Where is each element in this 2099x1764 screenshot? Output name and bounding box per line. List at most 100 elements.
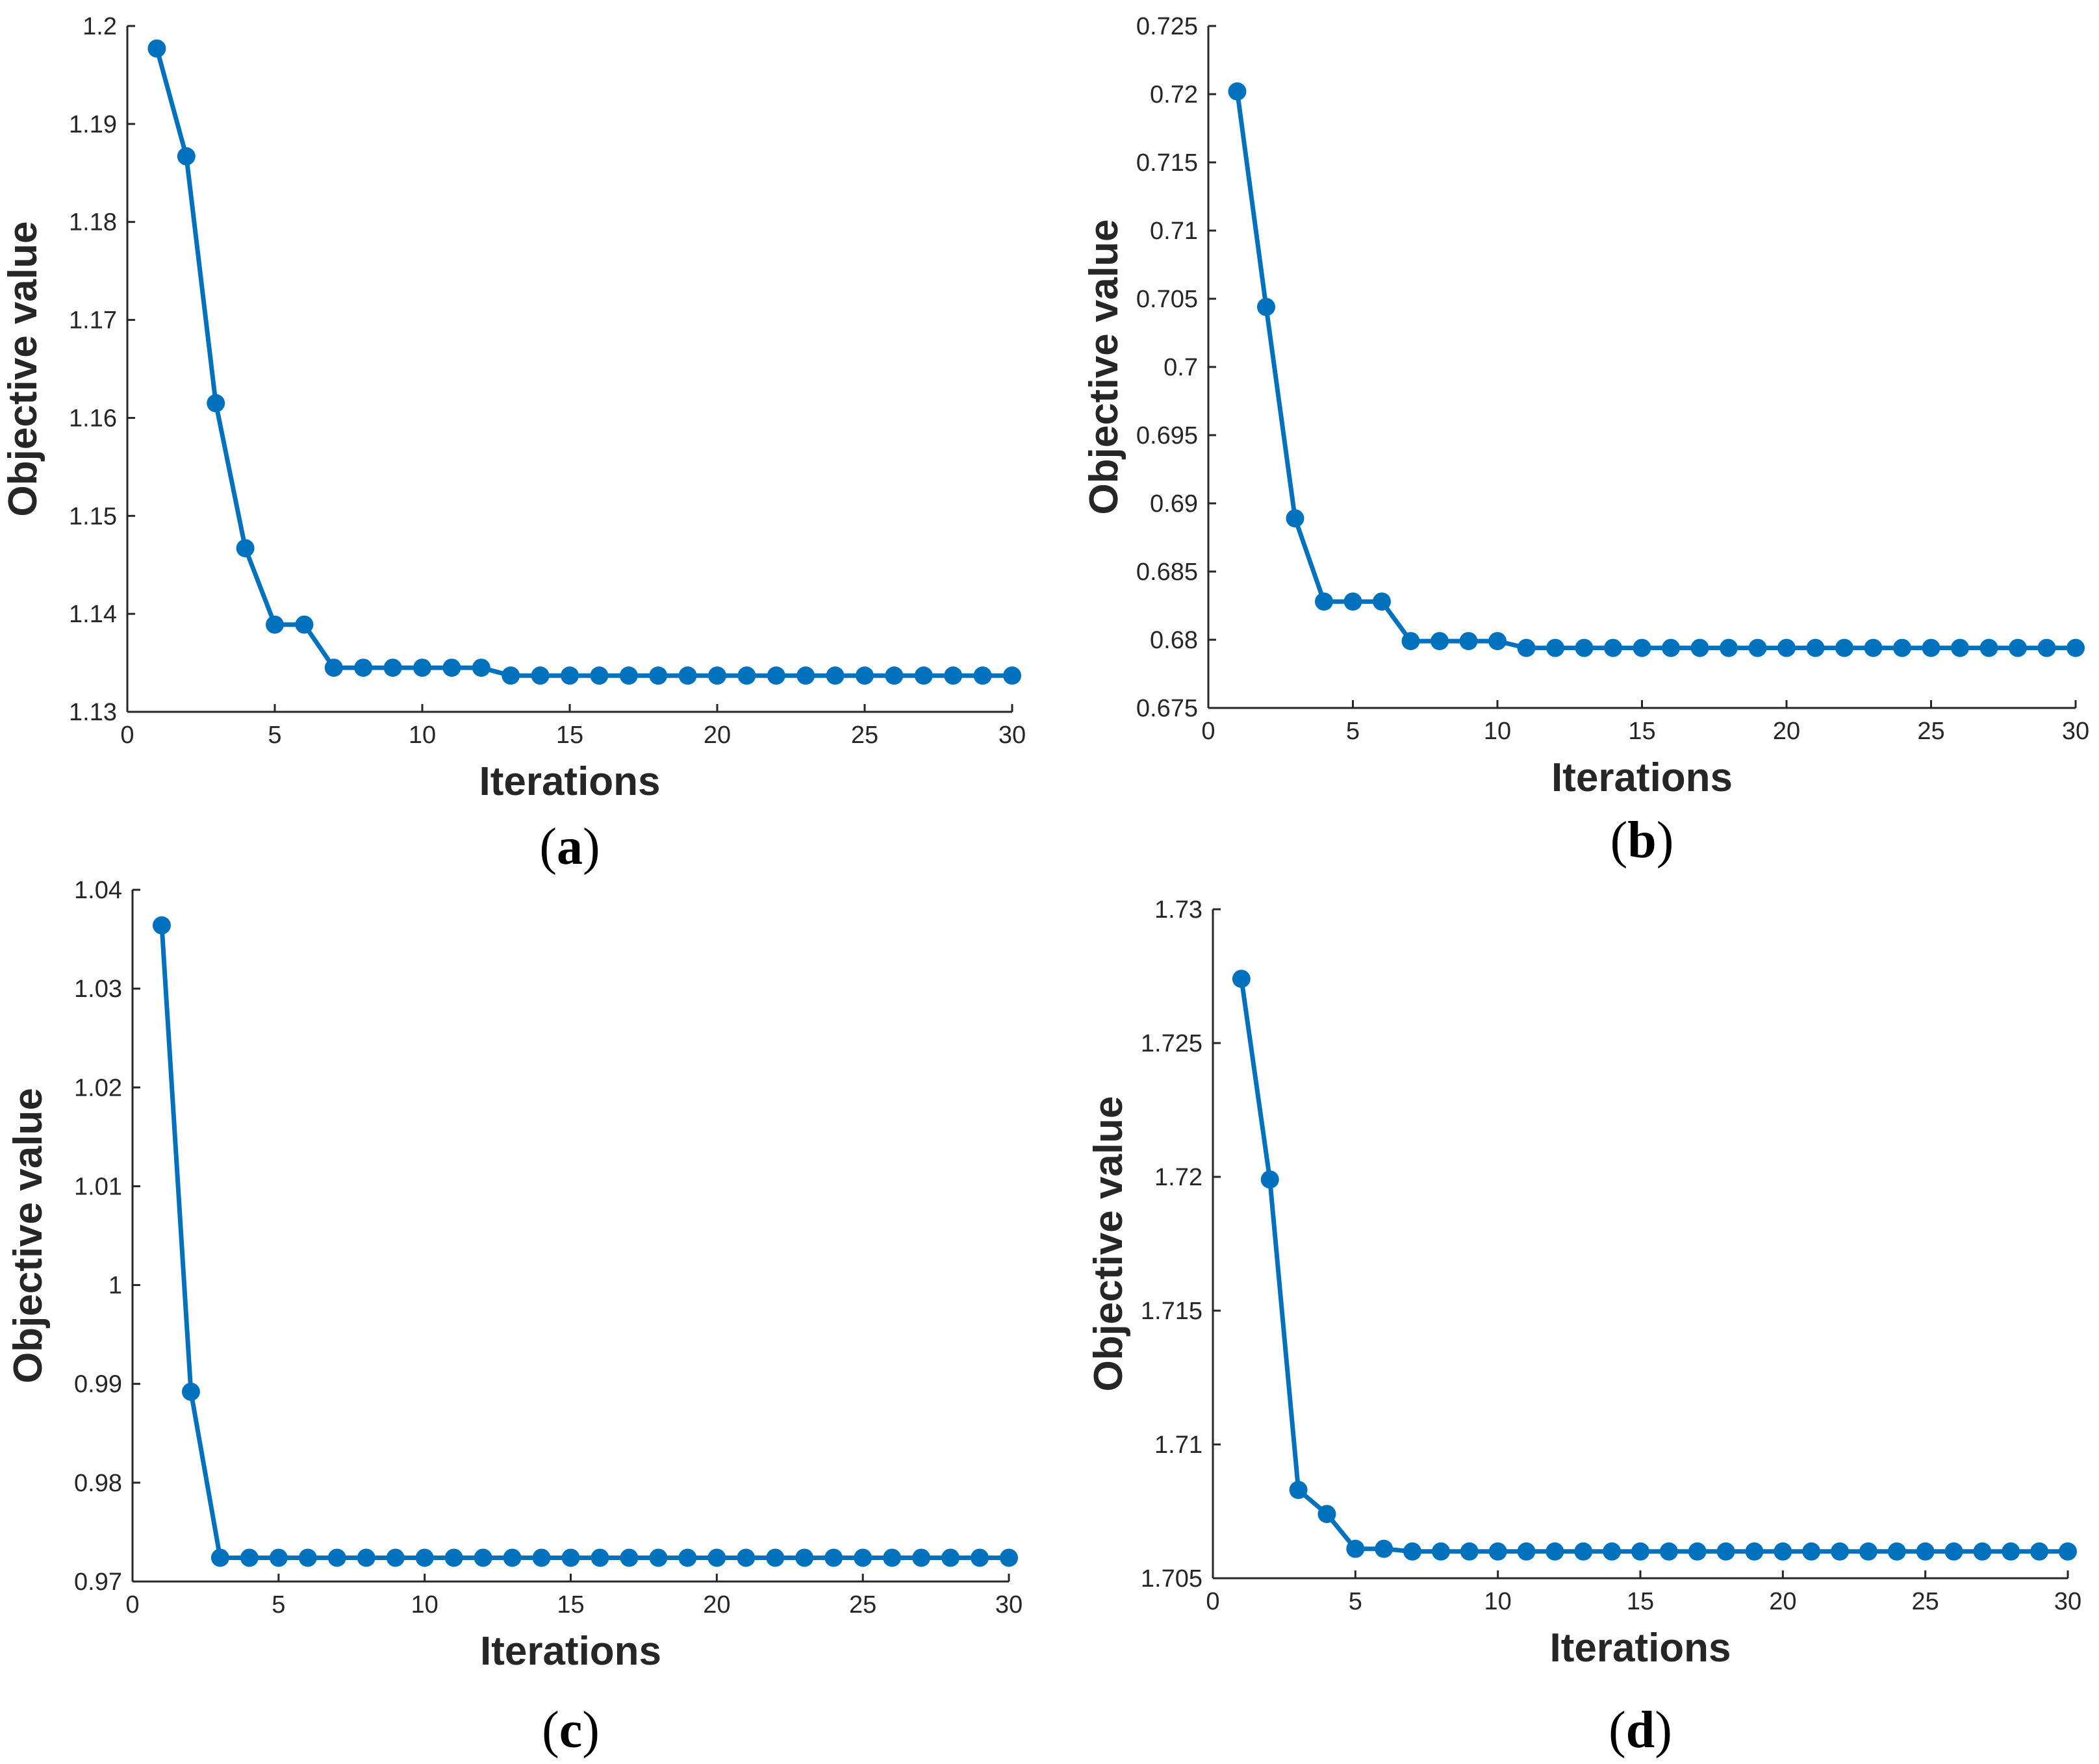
data-point [1716,1542,1735,1561]
x-tick-label: 15 [556,722,583,749]
data-point [649,666,668,685]
y-tick-label: 1.01 [74,1173,122,1200]
y-tick-label: 1.72 [1154,1164,1202,1191]
chart-panel-d: 0 5 10 15 20 25 30 1.705 1.71 1.715 1.72 1.725 1.73 I… [1086,896,2081,1759]
data-point [1831,1542,1850,1561]
data-point [1488,632,1507,651]
data-point [620,1548,639,1567]
x-tick-label: 5 [268,722,281,749]
y-tick-label: 0.705 [1136,286,1198,313]
data-point [386,1548,405,1567]
y-tick-label: 0.71 [1150,218,1198,245]
data-point [1944,1542,1963,1561]
data-point [914,666,933,685]
data-point [1859,1542,1877,1561]
data-point [737,666,756,685]
data-point [1688,1542,1707,1561]
data-point [413,659,431,677]
data-point [678,666,697,685]
data-point [708,666,726,685]
x-tick-label: 10 [1484,718,1511,745]
x-tick-label: 15 [557,1591,584,1619]
data-point [503,1548,522,1567]
data-point [1979,638,1998,657]
y-tick-label: 1 [108,1272,122,1300]
data-point [531,666,550,685]
data-point [1401,632,1420,651]
data-point [591,1548,609,1567]
data-point [590,666,609,685]
y-tick-label: 1.14 [69,601,117,628]
series-line [159,925,1009,1560]
data-point [912,1548,931,1567]
data-point [1373,592,1391,611]
panel-caption: (b) [1610,812,1674,869]
y-axis-label: Objective value [6,1088,51,1383]
data-point [619,666,638,685]
data-point [1802,1542,1821,1561]
data-point [327,1548,346,1567]
panel-caption: (a) [539,818,600,876]
y-tick-label: 1.705 [1141,1565,1202,1593]
data-point [2067,638,2085,657]
y-tick-label: 0.695 [1136,422,1198,449]
data-point [1517,1542,1536,1561]
data-point [472,659,490,677]
y-tick-label: 1.71 [1154,1431,1202,1459]
x-tick-label: 25 [1917,718,1944,745]
chart-panel-b: 0 5 10 15 20 25 30 0.675 0.68 0.685 0.69 0.695 0.7 0.… [1082,13,2089,869]
y-axis-label: Objective value [1,221,45,517]
data-point [532,1548,551,1567]
data-point [649,1548,668,1567]
y-tick-label: 0.685 [1136,559,1198,586]
data-point [1232,970,1251,989]
x-tick-label: 30 [2054,1588,2081,1615]
y-tick-label: 0.69 [1150,490,1198,518]
data-point [236,539,255,558]
y-tick-label: 1.04 [74,877,122,904]
x-axis-label: Iterations [1551,755,1733,800]
data-point [1633,638,1651,657]
data-point [678,1548,697,1567]
data-point [240,1548,259,1567]
data-point [1631,1542,1649,1561]
data-point [1575,638,1594,657]
x-tick-label: 5 [1346,718,1360,745]
data-point [1517,638,1536,657]
data-point [767,666,785,685]
data-point [1574,1542,1593,1561]
data-point [1431,632,1449,651]
y-tick-label: 0.715 [1136,149,1198,177]
data-point [1460,1542,1479,1561]
x-tick-label: 10 [409,722,436,749]
x-tick-label: 25 [1912,1588,1939,1615]
data-point [442,659,461,677]
data-point [1546,1542,1564,1561]
data-point [561,1548,580,1567]
panel-caption: (d) [1609,1702,1672,1759]
chart-panel-a: 0 5 10 15 20 25 30 1.13 1.14 1.15 1.16 1.17 1.18 1.19… [1,13,1026,876]
data-point [2037,638,2056,657]
data-point [1375,1539,1393,1558]
data-point [502,666,520,685]
data-point [1864,638,1883,657]
data-point [1690,638,1709,657]
data-point [147,39,166,58]
data-point [1403,1542,1422,1561]
data-point [941,1548,960,1567]
data-point [1806,638,1825,657]
data-point [856,666,874,685]
x-tick-label: 20 [704,722,731,749]
data-point [1459,632,1478,651]
data-point [1257,297,1275,316]
data-point [2002,1542,2020,1561]
data-point [854,1548,872,1567]
data-point [1774,1542,1792,1561]
x-tick-label: 15 [1628,718,1655,745]
y-tick-label: 1.73 [1154,896,1202,924]
data-point [1887,1542,1906,1561]
data-point [826,666,845,685]
x-tick-label: 20 [703,1591,730,1619]
y-tick-label: 0.98 [74,1470,122,1497]
